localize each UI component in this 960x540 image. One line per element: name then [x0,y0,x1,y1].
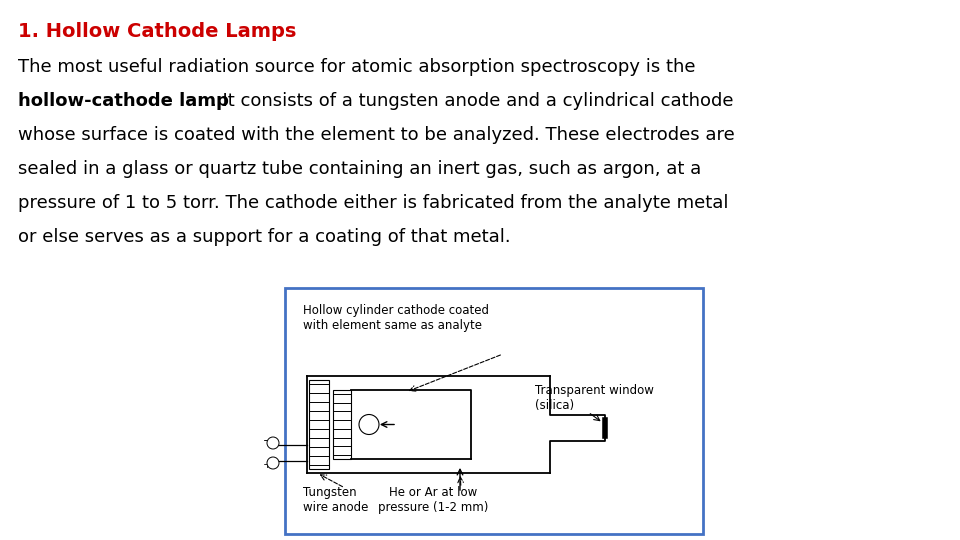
Circle shape [267,457,279,469]
Text: Transparent window
(silica): Transparent window (silica) [535,384,654,412]
Text: whose surface is coated with the element to be analyzed. These electrodes are: whose surface is coated with the element… [18,126,734,144]
Text: pressure of 1 to 5 torr. The cathode either is fabricated from the analyte metal: pressure of 1 to 5 torr. The cathode eit… [18,194,729,212]
Text: The most useful radiation source for atomic absorption spectroscopy is the: The most useful radiation source for ato… [18,58,695,76]
Text: Hollow cylinder cathode coated
with element same as analyte: Hollow cylinder cathode coated with elem… [303,304,489,332]
Text: . It consists of a tungsten anode and a cylindrical cathode: . It consists of a tungsten anode and a … [211,92,733,110]
Bar [333,390,351,459]
Text: He or Ar at low
pressure (1-2 mm): He or Ar at low pressure (1-2 mm) [378,486,489,514]
Text: hollow-cathode lamp: hollow-cathode lamp [18,92,228,110]
Text: 1. Hollow Cathode Lamps: 1. Hollow Cathode Lamps [18,22,297,41]
Text: sealed in a glass or quartz tube containing an inert gas, such as argon, at a: sealed in a glass or quartz tube contain… [18,160,701,178]
Text: −: − [263,436,272,446]
Bar [309,380,329,469]
Circle shape [359,415,379,435]
Text: or else serves as a support for a coating of that metal.: or else serves as a support for a coatin… [18,228,511,246]
Circle shape [267,437,279,449]
Bar [285,288,703,534]
Text: Tungsten
wire anode: Tungsten wire anode [303,486,369,514]
Text: +: + [263,460,272,470]
